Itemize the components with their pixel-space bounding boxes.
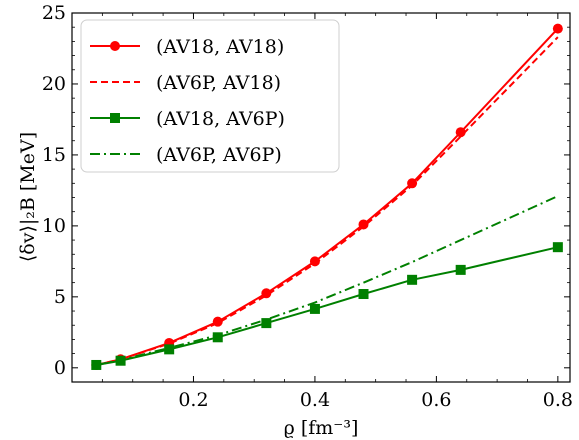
- x-tick-label: 0.6: [421, 389, 451, 411]
- series-line-2: [96, 36, 559, 366]
- legend-label: (AV18, AV6P): [156, 108, 285, 130]
- data-point: [455, 264, 466, 275]
- legend-label: (AV6P, AV18): [156, 72, 281, 94]
- legend-frame: [80, 19, 340, 173]
- y-tick-label: 15: [42, 144, 66, 166]
- legend-label: (AV6P, AV6P): [156, 144, 282, 166]
- x-tick-label: 0.8: [543, 389, 573, 411]
- data-point: [552, 242, 563, 253]
- data-point: [552, 23, 563, 34]
- y-tick-label: 20: [42, 73, 66, 95]
- data-point: [164, 344, 175, 355]
- y-tick-label: 25: [42, 2, 66, 24]
- data-point: [407, 274, 418, 285]
- legend: (AV18, AV18) (AV6P, AV18) (AV18, AV6P) (AV6…: [80, 19, 340, 173]
- x-tick-label: 0.2: [178, 389, 208, 411]
- data-point: [358, 219, 369, 230]
- x-axis-label: ϱ [fm⁻³]: [284, 417, 359, 439]
- legend-marker: [110, 41, 120, 51]
- data-point: [358, 289, 369, 300]
- data-point: [407, 178, 418, 189]
- data-point: [309, 256, 320, 267]
- series-line-3: [96, 246, 559, 366]
- legend-marker: [110, 113, 120, 123]
- legend-entries: (AV18, AV18) (AV6P, AV18) (AV18, AV6P) (AV6…: [90, 36, 285, 166]
- data-point: [309, 303, 320, 314]
- ticks-layer: 0.2 0.4 0.6 0.8 0 5 10 15 20 25: [42, 2, 573, 411]
- data-point: [455, 127, 466, 138]
- series-layer: [91, 23, 563, 370]
- y-tick-label: 10: [42, 215, 66, 237]
- legend-label: (AV18, AV18): [156, 36, 284, 58]
- x-tick-label: 0.4: [300, 389, 330, 411]
- data-point: [261, 318, 272, 329]
- y-tick-label: 0: [54, 357, 66, 379]
- y-tick-label: 5: [54, 286, 66, 308]
- y-axis-label: ⟨δv⟩|₂B [MeV]: [17, 132, 39, 262]
- data-point: [212, 332, 223, 343]
- series-line-4: [96, 195, 559, 366]
